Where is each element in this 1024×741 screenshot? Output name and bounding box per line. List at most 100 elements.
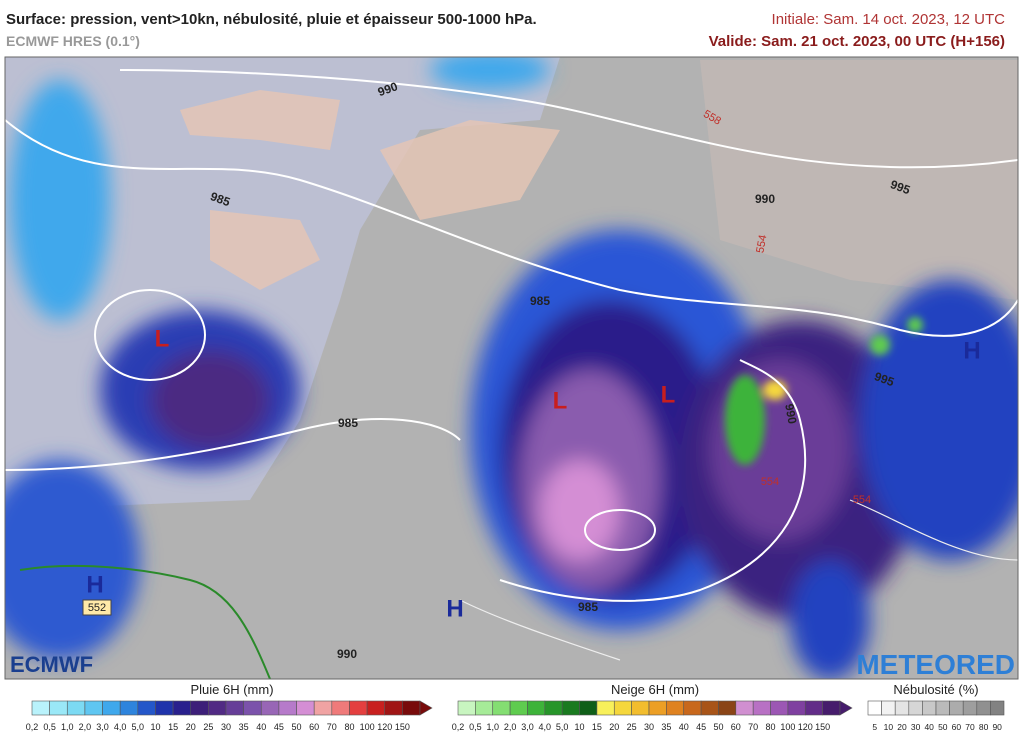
map-label: 995 bbox=[872, 369, 896, 389]
legend-swatch bbox=[208, 700, 227, 716]
legend-tick-label: 70 bbox=[748, 722, 758, 732]
map-label: 985 bbox=[208, 189, 232, 209]
legend-tick-label: 15 bbox=[168, 722, 178, 732]
legend-swatch bbox=[331, 700, 350, 716]
legend-swatch bbox=[366, 700, 386, 716]
legend-swatch bbox=[683, 700, 702, 716]
legend-tick-label: 80 bbox=[979, 722, 989, 732]
legend-tick-label: 0,5 bbox=[469, 722, 482, 732]
legend-tick-label: 30 bbox=[221, 722, 231, 732]
legend-swatch bbox=[349, 700, 368, 716]
map-label: H bbox=[86, 571, 103, 598]
map-label: L bbox=[553, 387, 568, 414]
legend-swatch bbox=[49, 700, 68, 716]
legend-swatch bbox=[402, 700, 421, 716]
legend-tick-label: 70 bbox=[327, 722, 337, 732]
legend-swatch bbox=[770, 700, 789, 716]
legend-swatch bbox=[84, 700, 103, 716]
legend-tick-label: 10 bbox=[884, 722, 894, 732]
legend-tick-label: 15 bbox=[592, 722, 602, 732]
legend-swatch bbox=[155, 700, 174, 716]
legend-swatch bbox=[66, 700, 86, 716]
legend-title: Neige 6H (mm) bbox=[611, 682, 699, 697]
legend-swatch bbox=[976, 700, 991, 716]
logo-ecmwf: ECMWF bbox=[10, 652, 93, 677]
legend-tick-label: 40 bbox=[679, 722, 689, 732]
legend-swatch bbox=[735, 700, 754, 716]
map-label: 990 bbox=[755, 192, 775, 206]
legend-tick-label: 60 bbox=[731, 722, 741, 732]
legend-tick-label: 0,2 bbox=[26, 722, 39, 732]
legend-swatch bbox=[700, 700, 719, 716]
legend-tick-label: 20 bbox=[609, 722, 619, 732]
legend-swatch bbox=[666, 700, 685, 716]
model: ECMWF HRES (0.1°) bbox=[6, 33, 140, 49]
legend-tick-label: 25 bbox=[627, 722, 637, 732]
legend-tick-label: 40 bbox=[924, 722, 934, 732]
legend-swatch bbox=[243, 700, 262, 716]
legend-swatch bbox=[172, 700, 192, 716]
legend-swatch bbox=[492, 700, 511, 716]
legend-swatch bbox=[102, 700, 121, 716]
legend-swatch bbox=[225, 700, 244, 716]
legend-tick-label: 20 bbox=[186, 722, 196, 732]
legend-tick-label: 150 bbox=[395, 722, 410, 732]
legend-swatch bbox=[260, 700, 280, 716]
map-label: 554 bbox=[853, 494, 871, 506]
map-label: H bbox=[963, 337, 980, 364]
map-label: 985 bbox=[578, 600, 598, 614]
legend-tick-label: 4,0 bbox=[114, 722, 127, 732]
map-label: 985 bbox=[338, 416, 358, 430]
legend-tick-label: 90 bbox=[992, 722, 1002, 732]
legend-swatch bbox=[31, 700, 50, 716]
legend-swatch bbox=[894, 700, 910, 716]
legend-swatch bbox=[867, 700, 882, 716]
legend-swatch bbox=[922, 700, 937, 716]
legend-swatch bbox=[935, 700, 950, 716]
legend-arrow bbox=[839, 700, 853, 716]
legend-tick-label: 0,5 bbox=[43, 722, 56, 732]
valid-time: Valide: Sam. 21 oct. 2023, 00 UTC (H+156… bbox=[709, 33, 1005, 50]
legend-tick-label: 5,0 bbox=[132, 722, 145, 732]
legend-swatch bbox=[822, 700, 841, 716]
map-label: L bbox=[661, 381, 676, 408]
legend-tick-label: 25 bbox=[203, 722, 213, 732]
legend-swatch bbox=[278, 700, 297, 716]
legend-tick-label: 1,0 bbox=[61, 722, 74, 732]
title: Surface: pression, vent>10kn, nébulosité… bbox=[6, 11, 537, 28]
legend-title: Nébulosité (%) bbox=[893, 682, 978, 697]
legend-swatch bbox=[787, 700, 806, 716]
legend-swatch bbox=[509, 700, 528, 716]
legend-swatch bbox=[990, 700, 1005, 716]
legend-tick-label: 120 bbox=[377, 722, 392, 732]
legend-tick-label: 5 bbox=[872, 722, 877, 732]
initial-time: Initiale: Sam. 14 oct. 2023, 12 UTC bbox=[772, 11, 1006, 28]
legend-tick-label: 1,0 bbox=[486, 722, 499, 732]
legend-swatch bbox=[190, 700, 209, 716]
map-label: 554 bbox=[754, 234, 769, 254]
legend-tick-label: 5,0 bbox=[556, 722, 569, 732]
map-label: 990 bbox=[782, 403, 799, 425]
map-label: 995 bbox=[888, 177, 912, 197]
legend-tick-label: 30 bbox=[644, 722, 654, 732]
legend-swatch bbox=[804, 700, 823, 716]
legend-tick-label: 3,0 bbox=[521, 722, 534, 732]
legend-tick-label: 80 bbox=[766, 722, 776, 732]
map-label: H bbox=[446, 595, 463, 622]
legend-swatch bbox=[949, 700, 964, 716]
legend-tick-label: 0,2 bbox=[452, 722, 465, 732]
legend-swatch bbox=[544, 700, 563, 716]
legend-swatch bbox=[457, 700, 476, 716]
legend-tick-label: 50 bbox=[938, 722, 948, 732]
legend-tick-label: 45 bbox=[696, 722, 706, 732]
legend-tick-label: 35 bbox=[661, 722, 671, 732]
legend-swatch bbox=[137, 700, 156, 716]
legend-swatch bbox=[596, 700, 615, 716]
legend-swatch bbox=[527, 700, 546, 716]
legend-tick-label: 70 bbox=[965, 722, 975, 732]
legend-tick-label: 20 bbox=[897, 722, 907, 732]
legend-swatch bbox=[908, 700, 923, 716]
legend-swatch bbox=[561, 700, 580, 716]
legend-tick-label: 4,0 bbox=[539, 722, 552, 732]
legend-tick-label: 35 bbox=[239, 722, 249, 732]
